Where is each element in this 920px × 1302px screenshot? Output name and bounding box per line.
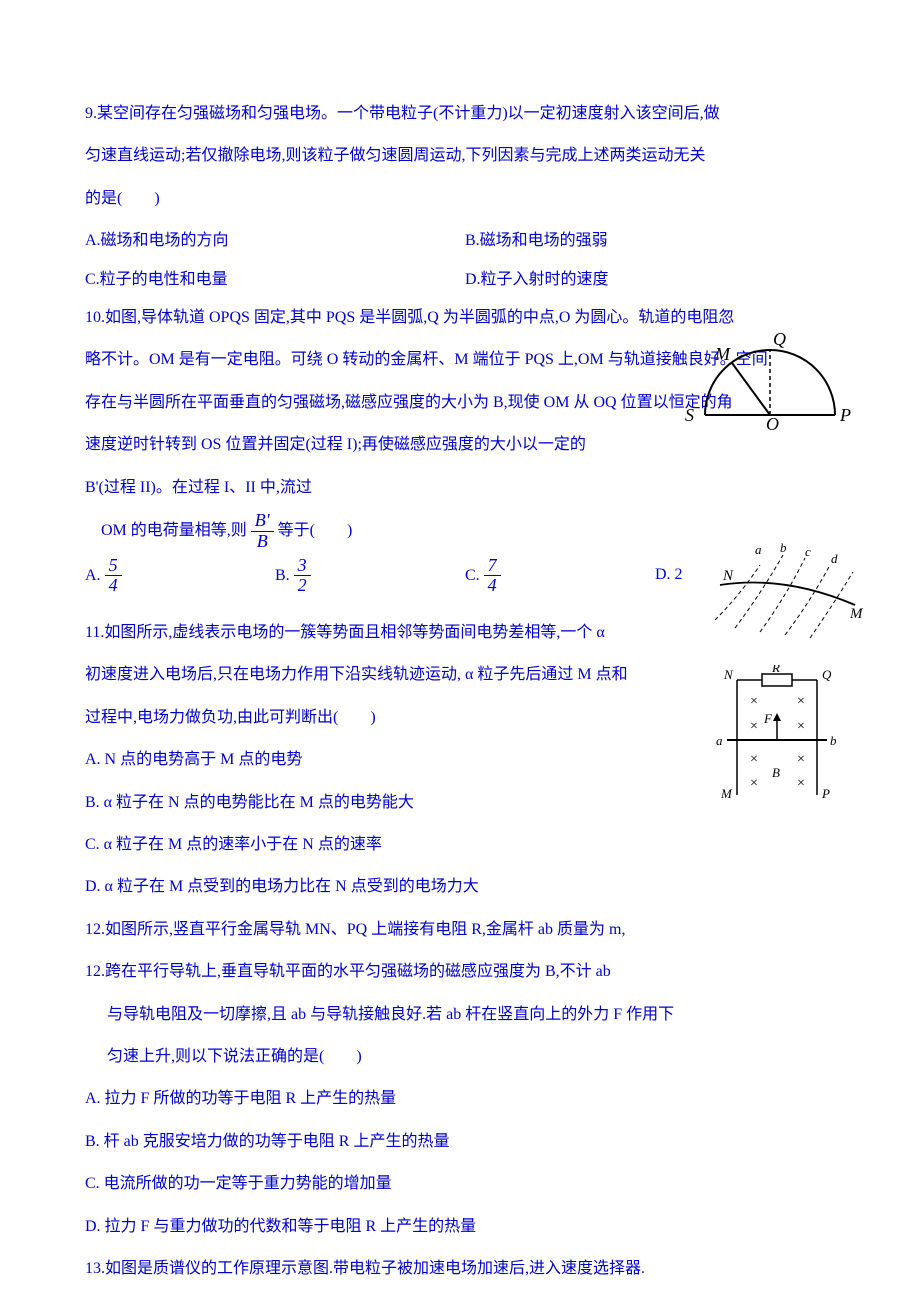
q12-fig-a: a xyxy=(716,733,723,748)
q12-fig-M: M xyxy=(720,786,733,800)
q11-option-d: D. α 粒子在 M 点受到的电场力比在 N 点受到的电场力大 xyxy=(85,868,845,906)
q11-fig-c: c xyxy=(805,544,811,559)
q12-fig-x4: × xyxy=(797,719,805,734)
q10-optA-frac: 5 4 xyxy=(105,556,122,597)
q12-option-b: B. 杆 ab 克服安培力做的功等于电阻 R 上产生的热量 xyxy=(85,1123,845,1161)
q11-fig-d: d xyxy=(831,551,838,566)
q10-optA-label: A. xyxy=(85,566,105,583)
q12-fig-Q: Q xyxy=(822,667,832,682)
q12-figure-diagram: × × × × × × × × N Q R a b F B M P xyxy=(712,665,842,800)
q10-optB-num: 3 xyxy=(294,556,311,577)
q12-stem-line2: 12.跨在平行导轨上,垂直导轨平面的水平匀强磁场的磁感应强度为 B,不计 ab xyxy=(85,953,845,991)
q12-fig-B: B xyxy=(772,765,780,780)
q10-fig-O: O xyxy=(766,414,779,432)
q12-stem-line1: 12.如图所示,竖直平行金属导轨 MN、PQ 上端接有电阻 R,金属杆 ab 质… xyxy=(85,911,845,949)
q11-fig-M: M xyxy=(849,606,864,622)
q10-stem-line5: B'(过程 II)。在过程 I、II 中,流过 xyxy=(85,469,845,507)
q12-fig-b: b xyxy=(830,733,837,748)
q12-fig-x7: × xyxy=(750,776,758,791)
q13-stem-line1: 13.如图是质谱仪的工作原理示意图.带电粒子被加速电场加速后,进入速度选择器. xyxy=(85,1250,845,1288)
q10-fig-Q: Q xyxy=(773,329,786,349)
q12-fig-x3: × xyxy=(750,719,758,734)
q10-optC-frac: 7 4 xyxy=(484,556,501,597)
q9-option-c: C.粒子的电性和电量 xyxy=(85,261,465,299)
q10-optC-label: C. xyxy=(465,566,484,583)
q12-fig-x5: × xyxy=(750,752,758,767)
q11-figure-diagram: a b c d N M xyxy=(705,540,870,640)
q12-option-a: A. 拉力 F 所做的功等于电阻 R 上产生的热量 xyxy=(85,1080,845,1118)
q11-fig-a: a xyxy=(755,542,762,557)
q10-ratio-fraction: B' B xyxy=(251,511,274,552)
q12-stem-line3: 与导轨电阻及一切摩擦,且 ab 与导轨接触良好.若 ab 杆在竖直向上的外力 F… xyxy=(85,996,845,1034)
q12-fig-x2: × xyxy=(797,694,805,709)
q11-option-c: C. α 粒子在 M 点的速率小于在 N 点的速率 xyxy=(85,826,845,864)
q12-fig-x8: × xyxy=(797,776,805,791)
q10-fig-S: S xyxy=(685,405,694,425)
q10-stem-post: 等于( ) xyxy=(278,522,353,539)
q10-frac-den: B xyxy=(251,532,274,552)
q12-fig-N: N xyxy=(723,667,734,682)
q12-fig-F: F xyxy=(763,711,773,726)
q10-optC-den: 4 xyxy=(484,576,501,596)
q10-fig-P: P xyxy=(839,405,851,425)
q12-option-c: C. 电流所做的功一定等于重力势能的增加量 xyxy=(85,1165,845,1203)
q10-option-b: B. 3 2 xyxy=(275,556,465,597)
q10-option-c: C. 7 4 xyxy=(465,556,655,597)
q9-option-d: D.粒子入射时的速度 xyxy=(465,261,845,299)
q10-figure-diagram: S P O Q M xyxy=(680,327,865,432)
q10-optC-num: 7 xyxy=(484,556,501,577)
q12-fig-x6: × xyxy=(797,752,805,767)
q9-stem-line1: 9.某空间存在匀强磁场和匀强电场。一个带电粒子(不计重力)以一定初速度射入该空间… xyxy=(85,95,845,133)
q10-optB-den: 2 xyxy=(294,576,311,596)
q12-fig-x1: × xyxy=(750,694,758,709)
q10-fig-M: M xyxy=(714,344,731,364)
q10-optA-num: 5 xyxy=(105,556,122,577)
q9-stem-line2: 匀速直线运动;若仅撤除电场,则该粒子做匀速圆周运动,下列因素与完成上述两类运动无… xyxy=(85,137,845,175)
q12-fig-R: R xyxy=(771,665,780,675)
q12-option-d: D. 拉力 F 与重力做功的代数和等于电阻 R 上产生的热量 xyxy=(85,1208,845,1246)
q12-fig-P: P xyxy=(821,786,830,800)
q10-optA-den: 4 xyxy=(105,576,122,596)
q9-option-a: A.磁场和电场的方向 xyxy=(85,222,465,260)
q10-stem-pre: OM 的电荷量相等,则 xyxy=(85,522,247,539)
q9-option-b: B.磁场和电场的强弱 xyxy=(465,222,845,260)
q9-stem-line3: 的是( ) xyxy=(85,180,845,218)
q10-optB-label: B. xyxy=(275,566,294,583)
q10-optB-frac: 3 2 xyxy=(294,556,311,597)
q10-frac-num: B' xyxy=(251,511,274,532)
q12-stem-line4: 匀速上升,则以下说法正确的是( ) xyxy=(85,1038,845,1076)
q11-fig-N: N xyxy=(722,568,734,584)
q10-option-a: A. 5 4 xyxy=(85,556,275,597)
q11-fig-b: b xyxy=(780,540,787,555)
